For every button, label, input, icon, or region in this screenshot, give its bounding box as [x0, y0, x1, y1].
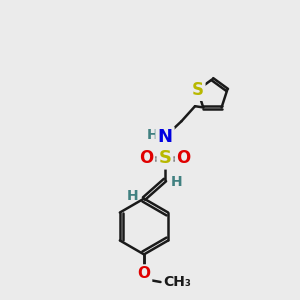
- Text: S: S: [192, 81, 204, 99]
- Text: H: H: [147, 128, 158, 142]
- Text: H: H: [171, 175, 182, 188]
- Text: H: H: [127, 189, 138, 203]
- Text: S: S: [158, 149, 172, 167]
- Text: O: O: [139, 149, 154, 167]
- Text: O: O: [137, 266, 151, 281]
- Text: O: O: [176, 149, 191, 167]
- Text: N: N: [158, 128, 172, 146]
- Text: CH₃: CH₃: [163, 275, 191, 289]
